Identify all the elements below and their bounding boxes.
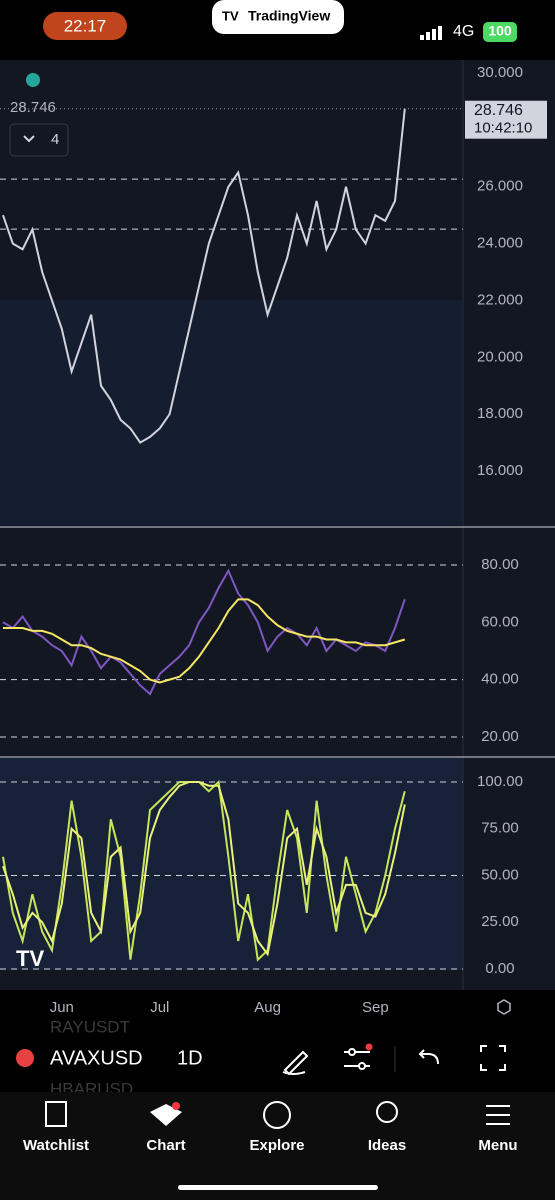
series-line bbox=[3, 598, 406, 684]
x-tick-label: Aug bbox=[254, 999, 281, 1016]
y-tick-label: 40.00 bbox=[481, 671, 519, 688]
y-tick-label: 30.000 bbox=[477, 64, 523, 81]
y-tick-label: 26.000 bbox=[477, 178, 523, 195]
y-tick-label: 24.000 bbox=[477, 235, 523, 252]
price-shade bbox=[0, 300, 463, 525]
ideas-icon[interactable] bbox=[376, 1101, 398, 1123]
app-logo: TV bbox=[222, 8, 239, 23]
network: 4G bbox=[453, 23, 474, 40]
tab-label[interactable]: Chart bbox=[146, 1137, 185, 1154]
y-tick-label: 50.00 bbox=[481, 866, 519, 883]
interval[interactable]: 1D bbox=[177, 1047, 203, 1069]
menu-icon[interactable] bbox=[486, 1105, 510, 1125]
x-tick-label: Jul bbox=[150, 999, 169, 1016]
series-line bbox=[2, 780, 406, 957]
chart-icon[interactable] bbox=[150, 1104, 182, 1126]
toolbar bbox=[0, 1030, 555, 1092]
y-tick-label: 80.00 bbox=[481, 556, 519, 573]
x-tick-label: Sep bbox=[362, 999, 389, 1016]
home-indicator bbox=[178, 1185, 378, 1190]
symbol-behind: RAYUSDT bbox=[50, 1017, 130, 1036]
notification-dot bbox=[172, 1102, 180, 1110]
signal-icon bbox=[420, 26, 442, 40]
symbol[interactable]: AVAXUSD bbox=[50, 1047, 143, 1069]
undo-icon[interactable] bbox=[418, 1049, 439, 1065]
y-tick-label: 25.00 bbox=[481, 913, 519, 930]
stoch-shade bbox=[0, 758, 463, 970]
clock: 22:17 bbox=[64, 16, 107, 35]
settings-icon[interactable] bbox=[497, 999, 511, 1015]
indicator-toggle[interactable] bbox=[9, 123, 69, 157]
notification-dot bbox=[365, 1043, 373, 1051]
y-tick-label: 18.000 bbox=[477, 405, 523, 422]
price-tag bbox=[465, 100, 547, 139]
y-tick-label: 16.000 bbox=[477, 462, 523, 479]
y-tick-label: 20.000 bbox=[477, 348, 523, 365]
y-tick-label: 100.00 bbox=[477, 773, 523, 790]
x-tick-label: Jun bbox=[50, 999, 74, 1016]
indicators-icon[interactable] bbox=[344, 1048, 370, 1070]
app-pill bbox=[212, 0, 344, 34]
y-tick-label: 60.00 bbox=[481, 613, 519, 630]
tab-label[interactable]: Ideas bbox=[368, 1137, 406, 1154]
symbol-logo bbox=[16, 1049, 34, 1067]
tab-label[interactable]: Menu bbox=[478, 1137, 517, 1154]
y-tick-label: 0.00 bbox=[485, 960, 514, 977]
battery bbox=[483, 22, 517, 42]
tv-watermark: TV bbox=[16, 946, 44, 971]
y-tick-label: 22.000 bbox=[477, 291, 523, 308]
status-dot bbox=[26, 73, 40, 87]
series-line bbox=[2, 779, 406, 962]
legend-price: 28.746 bbox=[10, 99, 56, 116]
price-tag-time: 10:42:10 bbox=[474, 120, 532, 137]
app-name: TradingView bbox=[248, 8, 330, 24]
watchlist-icon[interactable] bbox=[45, 1101, 67, 1127]
y-tick-label: 20.00 bbox=[481, 728, 519, 745]
explore-icon[interactable] bbox=[263, 1101, 291, 1129]
fullscreen-icon[interactable] bbox=[480, 1045, 506, 1071]
time-pill bbox=[43, 12, 127, 40]
battery-level: 100 bbox=[488, 23, 512, 39]
series-line bbox=[2, 108, 406, 444]
price-tag-value: 28.746 bbox=[474, 102, 523, 119]
chevron bbox=[23, 135, 35, 143]
tab-bar bbox=[0, 1092, 555, 1200]
tab-label[interactable]: Explore bbox=[249, 1137, 304, 1154]
indicator-count: 4 bbox=[51, 131, 59, 148]
draw-icon[interactable] bbox=[282, 1050, 309, 1076]
y-tick-label: 75.00 bbox=[481, 820, 519, 837]
tab-label[interactable]: Watchlist bbox=[23, 1137, 89, 1154]
